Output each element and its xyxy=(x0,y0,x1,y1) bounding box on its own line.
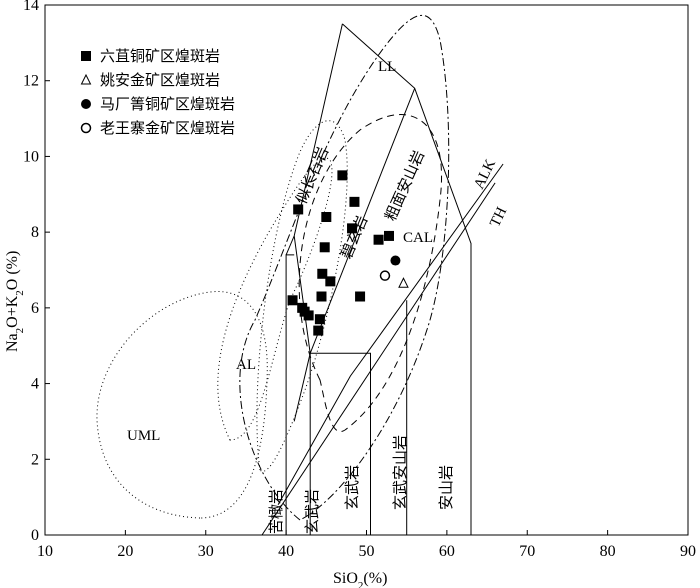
y-tick-label-14: 14 xyxy=(23,0,39,14)
point-s0-14 xyxy=(349,196,360,207)
label-uml: UML xyxy=(127,428,160,444)
label-basanite: 碧玄岩 xyxy=(338,213,371,261)
y-tick-label-8: 8 xyxy=(31,224,39,241)
legend-marker-3 xyxy=(80,122,92,134)
point-s0-12 xyxy=(337,170,348,181)
point-s0-11 xyxy=(325,276,336,287)
line-th xyxy=(261,182,496,536)
x-axis-title: SiO2(%) xyxy=(333,570,387,588)
x-axis-ticks xyxy=(44,530,689,535)
legend-label-2: 马厂箐铜矿区煌斑岩 xyxy=(100,95,235,113)
x-tick-label-50: 50 xyxy=(359,543,375,560)
label-th: TH xyxy=(487,205,510,230)
y-tick-label-0: 0 xyxy=(31,527,39,544)
label-ll: LL xyxy=(378,59,396,75)
x-tick-label-90: 90 xyxy=(680,543,696,560)
legend-marker-0 xyxy=(81,51,91,61)
legend-label-0: 六苴铜矿区煌斑岩 xyxy=(100,47,220,65)
data-points xyxy=(287,170,409,336)
label-cal: CAL xyxy=(403,230,433,246)
boundary-trachyte-top xyxy=(285,23,343,256)
envelope-dash-dot xyxy=(239,14,450,521)
point-s0-1 xyxy=(287,295,298,306)
plot-area: 10 20 30 40 50 60 70 80 90 0 2 4 6 8 10 12 14 LL AL UML… xyxy=(23,0,696,560)
y-tick-label-10: 10 xyxy=(23,148,39,165)
line-alk-th-upper xyxy=(277,163,504,505)
field-envelopes xyxy=(96,14,450,521)
x-axis-tick-labels: 10 20 30 40 50 60 70 80 90 xyxy=(37,543,696,560)
label-basalt-1: 玄武岩 xyxy=(304,489,321,534)
point-s1-0 xyxy=(398,277,409,288)
point-s3-0 xyxy=(379,270,391,281)
x-tick-label-80: 80 xyxy=(600,543,616,560)
label-basalt-2: 玄武岩 xyxy=(344,465,361,510)
point-s0-7 xyxy=(316,291,327,302)
x-tick-label-20: 20 xyxy=(117,543,133,560)
y-tick-label-12: 12 xyxy=(23,73,39,90)
point-s0-17 xyxy=(384,230,395,241)
envelope-al xyxy=(217,157,333,441)
boundary-trachybasalt-left xyxy=(309,88,416,354)
y-tick-label-4: 4 xyxy=(31,376,39,393)
boundary-upper-right xyxy=(342,23,472,535)
legend-label-3: 老王寨金矿区煌斑岩 xyxy=(100,119,235,137)
point-s0-8 xyxy=(317,268,328,279)
point-s0-10 xyxy=(321,212,332,222)
boundary-basalt xyxy=(310,352,371,535)
label-al: AL xyxy=(236,357,256,373)
label-basaltic-andesite: 玄武安山岩 xyxy=(392,435,409,510)
point-s0-6 xyxy=(314,314,325,325)
y-tick-label-2: 2 xyxy=(31,451,39,468)
legend-label-1: 姚安金矿区煌斑岩 xyxy=(100,71,220,89)
y-axis-ticks xyxy=(45,4,50,536)
boundary-basanite xyxy=(293,235,311,422)
label-picrobasalt: 苦橄岩 xyxy=(268,489,285,534)
y-axis-tick-labels: 0 2 4 6 8 10 12 14 xyxy=(23,0,39,544)
point-s0-9 xyxy=(319,242,330,253)
envelope-dashed xyxy=(298,114,442,433)
point-s0-4 xyxy=(303,310,314,321)
label-alk: ALK xyxy=(471,157,499,192)
y-tick-label-6: 6 xyxy=(31,300,39,317)
x-tick-label-30: 30 xyxy=(198,543,214,560)
x-tick-label-70: 70 xyxy=(519,543,535,560)
label-andesite: 安山岩 xyxy=(438,465,455,510)
point-s0-5 xyxy=(313,325,324,336)
y-axis-title: Na2O+K2O (%) xyxy=(4,251,26,352)
point-s0-13 xyxy=(347,223,358,234)
legend-marker-2 xyxy=(81,99,91,109)
point-s0-0 xyxy=(293,204,304,215)
x-tick-label-60: 60 xyxy=(439,543,455,560)
x-tick-label-40: 40 xyxy=(278,543,294,560)
point-s2-0 xyxy=(390,255,401,266)
label-trachyandesite: 粗面安山岩 xyxy=(382,148,428,223)
point-s0-16 xyxy=(373,234,384,245)
x-tick-label-10: 10 xyxy=(37,543,53,560)
point-s0-15 xyxy=(355,291,366,302)
legend-marker-1 xyxy=(80,73,92,85)
